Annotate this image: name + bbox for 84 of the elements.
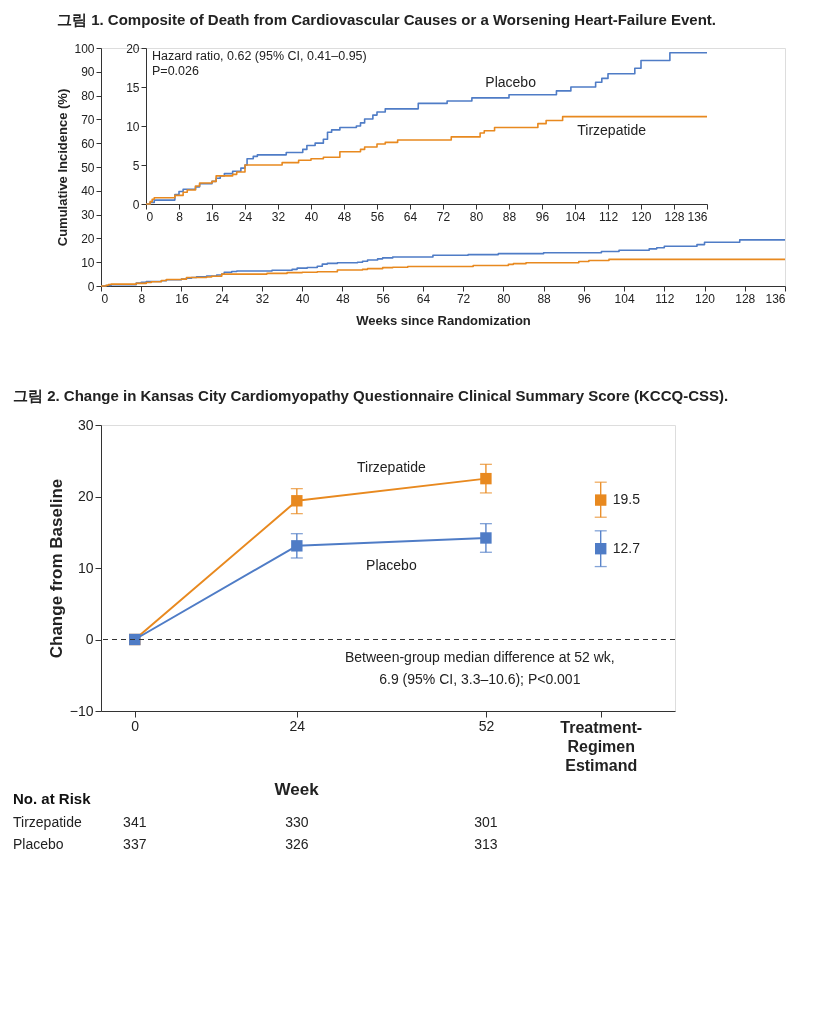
x-tick-label: 120 <box>631 209 652 224</box>
y-tick-label: −10 <box>69 702 94 719</box>
x-tick-label: 32 <box>271 209 286 224</box>
x-tick-label: 24 <box>238 209 253 224</box>
text: 313 <box>474 836 498 852</box>
x-tick-label: 72 <box>456 291 471 306</box>
x-tick-label: 56 <box>376 291 391 306</box>
y-tick-label: 15 <box>126 80 140 95</box>
x-tick-label: 128 <box>735 291 756 306</box>
annotation: P=0.026 <box>152 64 199 78</box>
x-tick-label: 8 <box>176 209 184 224</box>
y-tick-label: 20 <box>77 488 94 504</box>
series-label: Placebo <box>485 73 537 90</box>
x-tick-label: 128 <box>664 209 685 224</box>
x-axis-title: Week <box>274 779 320 799</box>
x-tick-label: 96 <box>535 209 550 224</box>
x-tick-label: 64 <box>416 291 431 306</box>
series-label: Placebo <box>366 556 417 573</box>
y-tick-label: 70 <box>81 112 95 127</box>
x-tick-label: 16 <box>205 209 220 224</box>
text: 301 <box>474 814 498 830</box>
x-tick-label: 52 <box>478 717 495 734</box>
x-tick-label: 96 <box>577 291 592 306</box>
y-axis-title: Cumulative Incidence (%) <box>55 88 71 247</box>
x-tick-label: 32 <box>255 291 270 306</box>
x-axis-title: Weeks since Randomization <box>356 312 531 328</box>
y-tick-label: 60 <box>81 136 95 151</box>
x-tick-label: 24 <box>289 717 306 734</box>
y-axis-title: Change from Baseline <box>46 478 66 659</box>
chart-title: 그림 2. Change in Kansas City Cardiomyopathy Questionnaire Clinical Summary Score (KCCQ-CSS). <box>13 387 729 404</box>
x-tick-label: 0 <box>101 291 109 306</box>
x-tick-label: 112 <box>598 209 619 224</box>
text: Placebo <box>13 836 64 852</box>
chart-title: 그림 1. Composite of Death from Cardiovascular Causes or a Worsening Heart-Failure Event. <box>56 11 717 28</box>
x-tick-label: 80 <box>469 209 484 224</box>
x-tick-label: 136 <box>765 291 786 306</box>
text: No. at Risk <box>13 790 92 807</box>
x-tick-label: 48 <box>337 209 352 224</box>
x-tick-label: 16 <box>175 291 189 306</box>
annotation: Between-group median difference at 52 wk, 6.9 (95% CI, 3.3–10.6); P<0.001 <box>344 648 615 687</box>
series-label: Tirzepatide <box>577 121 647 138</box>
y-tick-label: 5 <box>132 158 140 173</box>
y-tick-label: 50 <box>81 160 95 175</box>
series-label: Tirzepatide <box>357 458 426 475</box>
x-tick-label: 104 <box>614 291 635 306</box>
x-tick-label: 88 <box>502 209 517 224</box>
y-tick-label: 10 <box>81 255 95 270</box>
y-tick-label: 30 <box>81 208 95 223</box>
x-tick-label: 72 <box>436 209 451 224</box>
y-tick-label: 90 <box>81 65 95 80</box>
y-tick-label: 20 <box>81 231 95 246</box>
x-tick-label: 120 <box>695 291 716 306</box>
text: 330 <box>285 814 309 830</box>
x-tick-label: 0 <box>146 209 154 224</box>
x-tick-label: 88 <box>537 291 552 306</box>
text: 341 <box>123 814 147 830</box>
y-tick-label: 0 <box>85 631 94 647</box>
x-tick-label: 40 <box>296 291 310 306</box>
y-tick-label: 0 <box>87 279 95 294</box>
data-label: 19.5 <box>612 491 641 508</box>
x-tick-label: 104 <box>565 209 586 224</box>
y-tick-label: 100 <box>74 41 95 56</box>
y-tick-label: 0 <box>132 197 140 212</box>
x-tick-label: Treatment-Regimen Estimand <box>560 718 643 774</box>
x-tick-label: 80 <box>497 291 511 306</box>
text: 337 <box>123 836 147 852</box>
annotation: Hazard ratio, 0.62 (95% CI, 0.41–0.95) <box>152 49 367 63</box>
x-tick-label: 8 <box>138 291 146 306</box>
text: 326 <box>285 836 309 852</box>
x-tick-label: 112 <box>655 291 675 306</box>
x-tick-label: 48 <box>336 291 350 306</box>
y-tick-label: 10 <box>77 559 94 576</box>
y-tick-label: 10 <box>126 119 140 134</box>
y-tick-label: 30 <box>77 416 94 433</box>
x-tick-label: 40 <box>304 209 319 224</box>
x-tick-label: 136 <box>687 209 708 224</box>
text: Tirzepatide <box>13 814 82 830</box>
data-label: 12.7 <box>612 539 641 556</box>
x-tick-label: 24 <box>215 291 230 306</box>
x-tick-label: 56 <box>370 209 385 224</box>
x-tick-label: 64 <box>403 209 418 224</box>
y-tick-label: 20 <box>126 41 140 56</box>
y-tick-label: 80 <box>81 89 95 104</box>
y-tick-label: 40 <box>81 184 95 199</box>
